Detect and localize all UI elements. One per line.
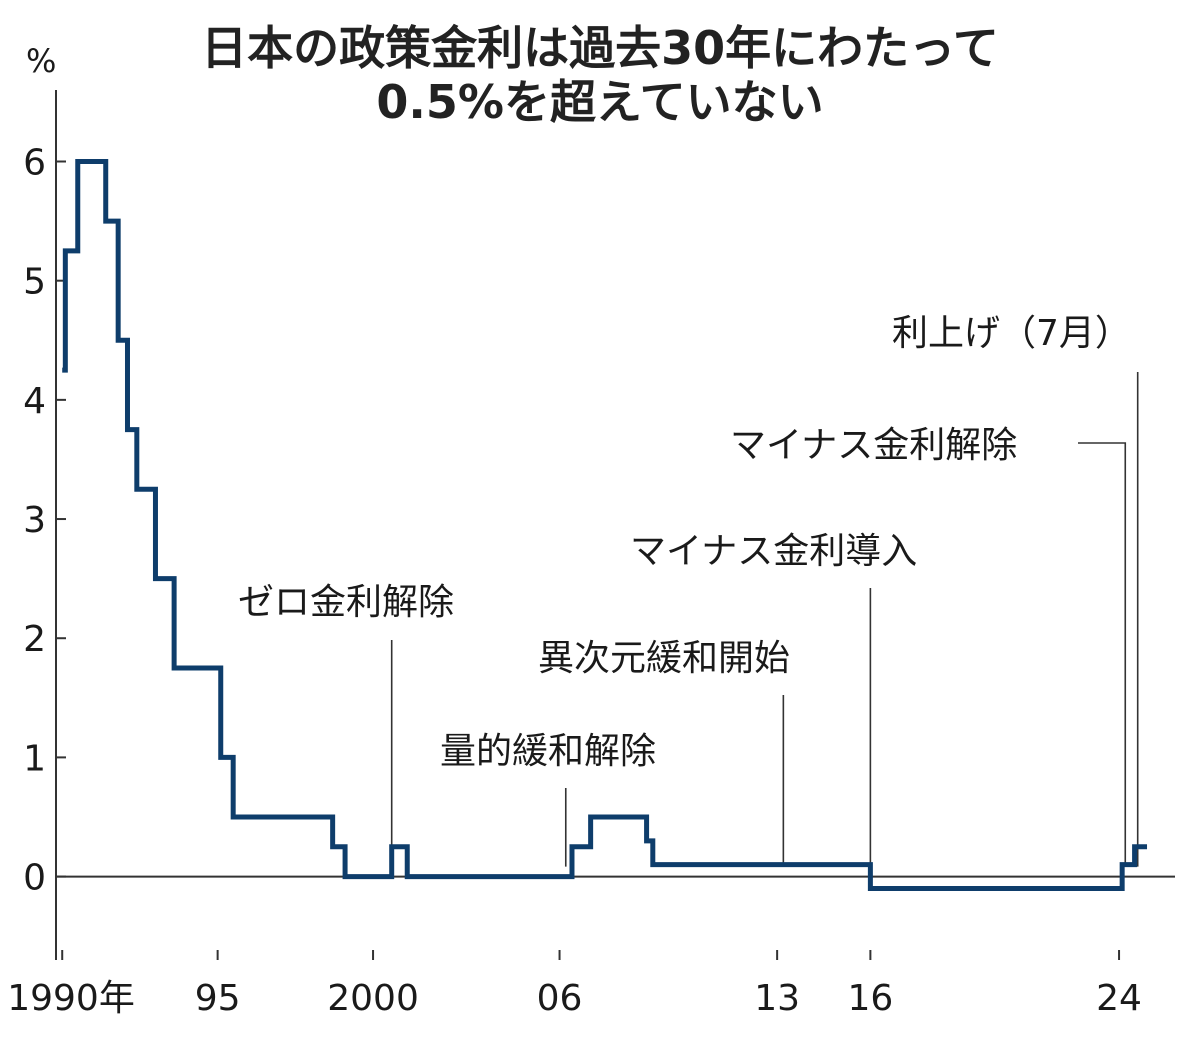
x-tick-label: 16 [847, 978, 893, 1019]
y-tick-label: 4 [23, 381, 46, 422]
y-axis-unit: % [26, 42, 56, 80]
y-tick-label: 0 [23, 858, 46, 899]
annotation-label: 量的緩和解除 [440, 731, 656, 772]
annotation-label: ゼロ金利解除 [238, 582, 454, 623]
annotation-label: 利上げ（7月） [892, 313, 1131, 354]
axes: 0 1 2 3 4 5 6 1990年 95 2000 06 13 16 24 [7, 90, 1175, 1019]
y-tick-label: 2 [23, 619, 46, 660]
x-tick-label: 24 [1096, 978, 1142, 1019]
x-tick-label: 2000 [327, 978, 419, 1019]
x-tick-label: 1990年 [7, 978, 135, 1019]
annotation-label: マイナス金利導入 [630, 531, 917, 572]
series-line [62, 159, 1148, 891]
x-tick-label: 13 [754, 978, 800, 1019]
y-tick-label: 1 [23, 738, 46, 779]
series [62, 159, 1148, 891]
y-tick-label: 6 [23, 143, 46, 184]
annotation-label: 異次元緩和開始 [538, 638, 790, 679]
x-tick-label: 95 [195, 978, 241, 1019]
annotation-leader [1078, 442, 1127, 867]
chart-title-line-1: 日本の政策金利は過去30年にわたって [201, 21, 999, 75]
y-tick-label: 5 [23, 262, 46, 303]
annotation-label: マイナス金利解除 [730, 425, 1017, 466]
chart-title-line-2: 0.5%を超えていない [376, 75, 823, 129]
x-tick-label: 06 [537, 978, 583, 1019]
y-tick-label: 3 [23, 500, 46, 541]
